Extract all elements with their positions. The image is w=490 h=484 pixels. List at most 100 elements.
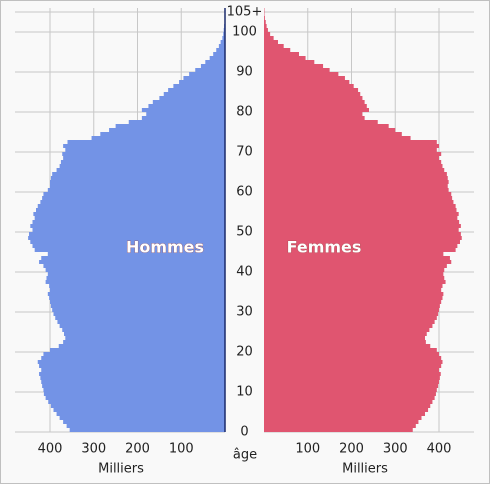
bar	[264, 52, 299, 56]
x-tick-label: 100	[295, 442, 320, 457]
bar	[264, 144, 439, 148]
bar	[264, 112, 363, 116]
bar	[200, 64, 225, 68]
bar	[28, 236, 225, 240]
bar	[264, 288, 442, 292]
bar	[264, 184, 448, 188]
bar	[41, 380, 225, 384]
bar	[209, 56, 225, 60]
bar	[30, 224, 225, 228]
bar	[152, 100, 225, 104]
bar	[32, 220, 225, 224]
bar	[264, 108, 369, 112]
y-tick-label: 0	[240, 425, 248, 440]
bar	[264, 336, 425, 340]
bar	[50, 304, 225, 308]
bar	[65, 336, 225, 340]
bar	[216, 48, 225, 52]
bar	[46, 276, 225, 280]
bar	[264, 248, 456, 252]
bar	[50, 180, 225, 184]
bar	[264, 252, 444, 256]
bar	[264, 140, 437, 144]
bar	[222, 36, 225, 40]
bar	[264, 380, 439, 384]
bar	[63, 156, 225, 160]
bar	[264, 328, 430, 332]
y-tick-label: 70	[236, 145, 253, 160]
bar	[32, 228, 225, 232]
bar	[50, 176, 225, 180]
bar	[43, 388, 225, 392]
bar	[264, 292, 444, 296]
bar	[264, 228, 459, 232]
bar	[213, 52, 225, 56]
bar	[220, 40, 225, 44]
bar	[264, 316, 437, 320]
bar	[115, 124, 225, 128]
bar	[264, 320, 435, 324]
bar	[264, 40, 278, 44]
bar	[163, 92, 225, 96]
bar	[264, 196, 453, 200]
bar	[37, 360, 225, 364]
bar	[148, 104, 225, 108]
bar	[62, 328, 225, 332]
bar	[264, 264, 447, 268]
bar	[49, 296, 225, 300]
bar	[264, 340, 426, 344]
bar	[264, 232, 461, 236]
bar	[264, 312, 439, 316]
bar	[264, 48, 291, 52]
bar	[264, 36, 274, 40]
x-tick-label: 400	[427, 442, 452, 457]
bar	[173, 84, 225, 88]
bar	[67, 140, 225, 144]
bar	[264, 364, 442, 368]
bar	[264, 76, 345, 80]
bar	[45, 280, 225, 284]
bar	[264, 72, 339, 76]
bar	[264, 396, 435, 400]
x-tick-label: 300	[81, 442, 106, 457]
bar	[264, 424, 416, 428]
y-tick-label: 10	[236, 385, 253, 400]
bar	[195, 68, 225, 72]
bar	[264, 44, 284, 48]
bar	[65, 148, 225, 152]
bar	[264, 408, 429, 412]
bar	[37, 204, 225, 208]
bar	[264, 116, 365, 120]
bar	[264, 216, 458, 220]
bar	[264, 180, 449, 184]
bar	[264, 332, 427, 336]
bar	[128, 120, 225, 124]
bar	[50, 288, 225, 292]
series-label: Hommes	[126, 238, 204, 257]
y-tick-label: 105+	[227, 5, 263, 20]
bar	[50, 404, 225, 408]
bar	[264, 388, 437, 392]
bar	[49, 284, 225, 288]
y-tick-label: 50	[236, 225, 253, 240]
bar	[41, 356, 225, 360]
bar	[264, 348, 437, 352]
bar	[264, 200, 454, 204]
bar	[43, 264, 225, 268]
bar	[47, 252, 225, 256]
bar	[264, 268, 445, 272]
bar	[39, 260, 225, 264]
bar	[146, 112, 225, 116]
bar	[264, 120, 378, 124]
bar	[36, 208, 225, 212]
bar	[264, 272, 444, 276]
bar	[41, 256, 225, 260]
bar	[264, 88, 359, 92]
x-tick-label: 400	[38, 442, 63, 457]
bar	[264, 60, 315, 64]
bar	[189, 72, 225, 76]
bar	[264, 420, 419, 424]
bar	[42, 384, 225, 388]
bar	[63, 340, 225, 344]
y-axis-label: âge	[233, 448, 257, 463]
